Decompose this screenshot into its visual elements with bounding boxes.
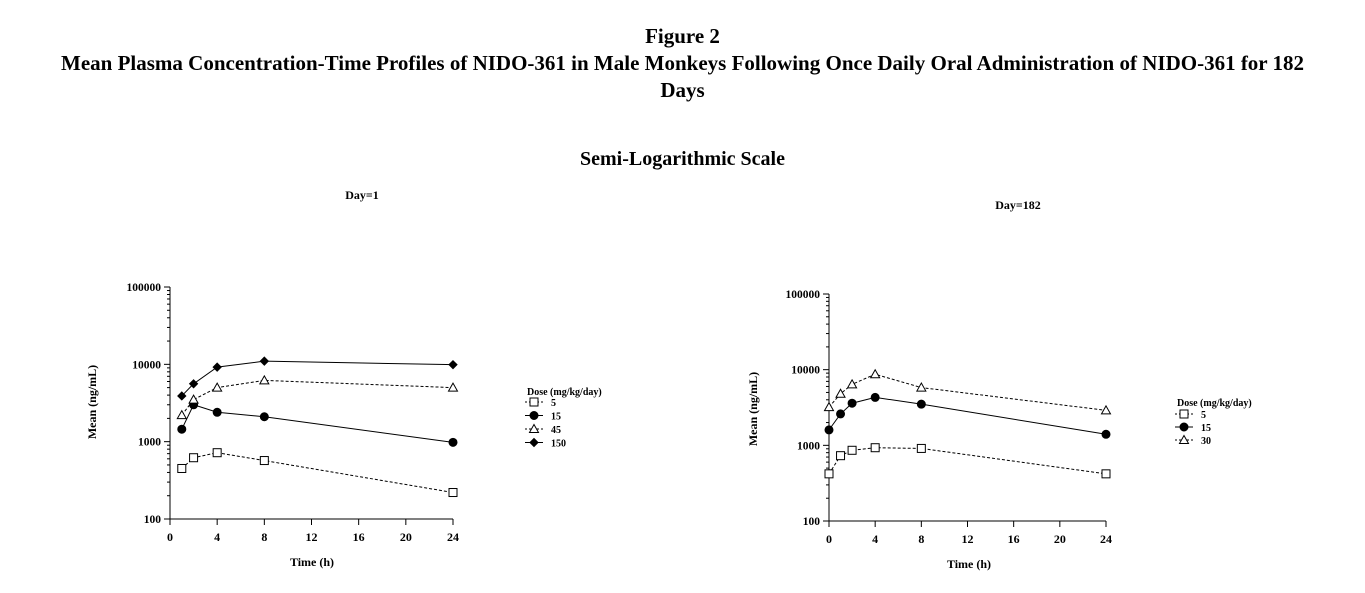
data-point-5 (189, 453, 199, 463)
x-tick-label: 0 (826, 532, 832, 546)
data-point-30 (823, 401, 835, 412)
legend-marker-45 (528, 423, 540, 433)
x-tick-label: 24 (447, 530, 459, 544)
data-point-45 (447, 382, 459, 392)
data-point-15 (1101, 429, 1111, 439)
x-tick-label: 12 (306, 530, 318, 544)
data-point-5 (448, 488, 458, 498)
x-tick-label: 4 (214, 530, 220, 544)
legend-label: 15 (1201, 423, 1211, 434)
y-tick-label: 10000 (791, 365, 820, 377)
legend-label: 150 (551, 439, 566, 450)
data-point-5 (847, 445, 857, 455)
data-point-150 (212, 362, 222, 372)
y-tick-label: 1000 (797, 440, 820, 452)
data-point-5 (870, 443, 880, 453)
data-point-150 (448, 359, 458, 370)
x-tick-label: 12 (962, 532, 974, 546)
legend-title: Dose (mg/kg/day) (527, 387, 602, 398)
y-tick-label: 100000 (786, 289, 821, 301)
legend-label: 30 (1201, 436, 1211, 447)
data-point-15 (836, 409, 846, 419)
data-point-30 (869, 368, 881, 379)
data-point-45 (176, 409, 188, 420)
y-axis-label: Mean (ng/mL) (746, 372, 760, 446)
x-tick-label: 16 (353, 530, 365, 544)
series-line-15 (828, 396, 1107, 435)
y-axis-label: Mean (ng/mL) (85, 365, 99, 439)
data-point-5 (177, 463, 187, 473)
data-point-45 (258, 374, 270, 385)
y-tick-label: 100000 (127, 282, 162, 294)
legend-marker-30 (1178, 434, 1190, 444)
legend-marker-150 (529, 437, 539, 448)
x-tick-label: 4 (872, 532, 878, 546)
x-tick-label: 8 (918, 532, 924, 546)
data-point-15 (870, 392, 880, 402)
series-line-5 (828, 447, 1107, 475)
legend-label: 45 (551, 425, 561, 436)
panel-title: Day=182 (995, 198, 1041, 212)
data-point-15 (824, 425, 834, 435)
legend-marker-15 (1179, 422, 1189, 432)
data-point-5 (1101, 469, 1111, 479)
x-tick-label: 8 (261, 530, 267, 544)
legend-marker-5 (1179, 409, 1189, 419)
data-point-150 (188, 379, 199, 389)
figure-title: Mean Plasma Concentration-Time Profiles … (61, 51, 1304, 102)
legend-marker-5 (529, 397, 539, 407)
data-point-45 (188, 394, 199, 404)
legend-label: 5 (551, 398, 556, 409)
x-axis-label: Time (h) (947, 557, 991, 571)
data-point-15 (259, 412, 269, 422)
data-point-5 (824, 469, 834, 479)
data-point-15 (847, 398, 857, 408)
x-tick-label: 16 (1008, 532, 1020, 546)
x-tick-label: 20 (1054, 532, 1066, 546)
data-point-5 (259, 456, 269, 466)
y-tick-label: 10000 (132, 359, 161, 371)
figure-label: Figure 2 (645, 24, 720, 48)
legend-title: Dose (mg/kg/day) (1177, 398, 1252, 409)
data-point-30 (1100, 404, 1112, 415)
legend-label: 5 (1201, 410, 1206, 421)
data-point-15 (177, 424, 187, 434)
x-tick-label: 20 (400, 530, 412, 544)
data-point-30 (846, 378, 858, 389)
data-point-30 (835, 388, 846, 398)
x-axis-label: Time (h) (290, 555, 334, 569)
data-point-5 (212, 448, 222, 458)
data-point-15 (916, 399, 926, 409)
data-point-30 (915, 382, 927, 392)
legend-marker-15 (529, 411, 539, 420)
panel-title: Day=1 (345, 188, 379, 202)
legend-label: 15 (551, 412, 561, 423)
data-point-150 (177, 391, 187, 401)
scale-label: Semi-Logarithmic Scale (580, 148, 785, 170)
data-point-5 (836, 451, 846, 461)
x-tick-label: 0 (167, 530, 173, 544)
y-tick-label: 100 (144, 514, 162, 526)
y-tick-label: 1000 (138, 437, 161, 449)
x-tick-label: 24 (1100, 532, 1112, 546)
series-line-30 (828, 373, 1107, 411)
data-point-45 (211, 382, 223, 392)
data-point-15 (212, 407, 222, 417)
data-point-150 (259, 356, 270, 366)
data-point-5 (916, 443, 926, 453)
data-point-15 (448, 437, 458, 447)
y-tick-label: 100 (803, 516, 821, 528)
